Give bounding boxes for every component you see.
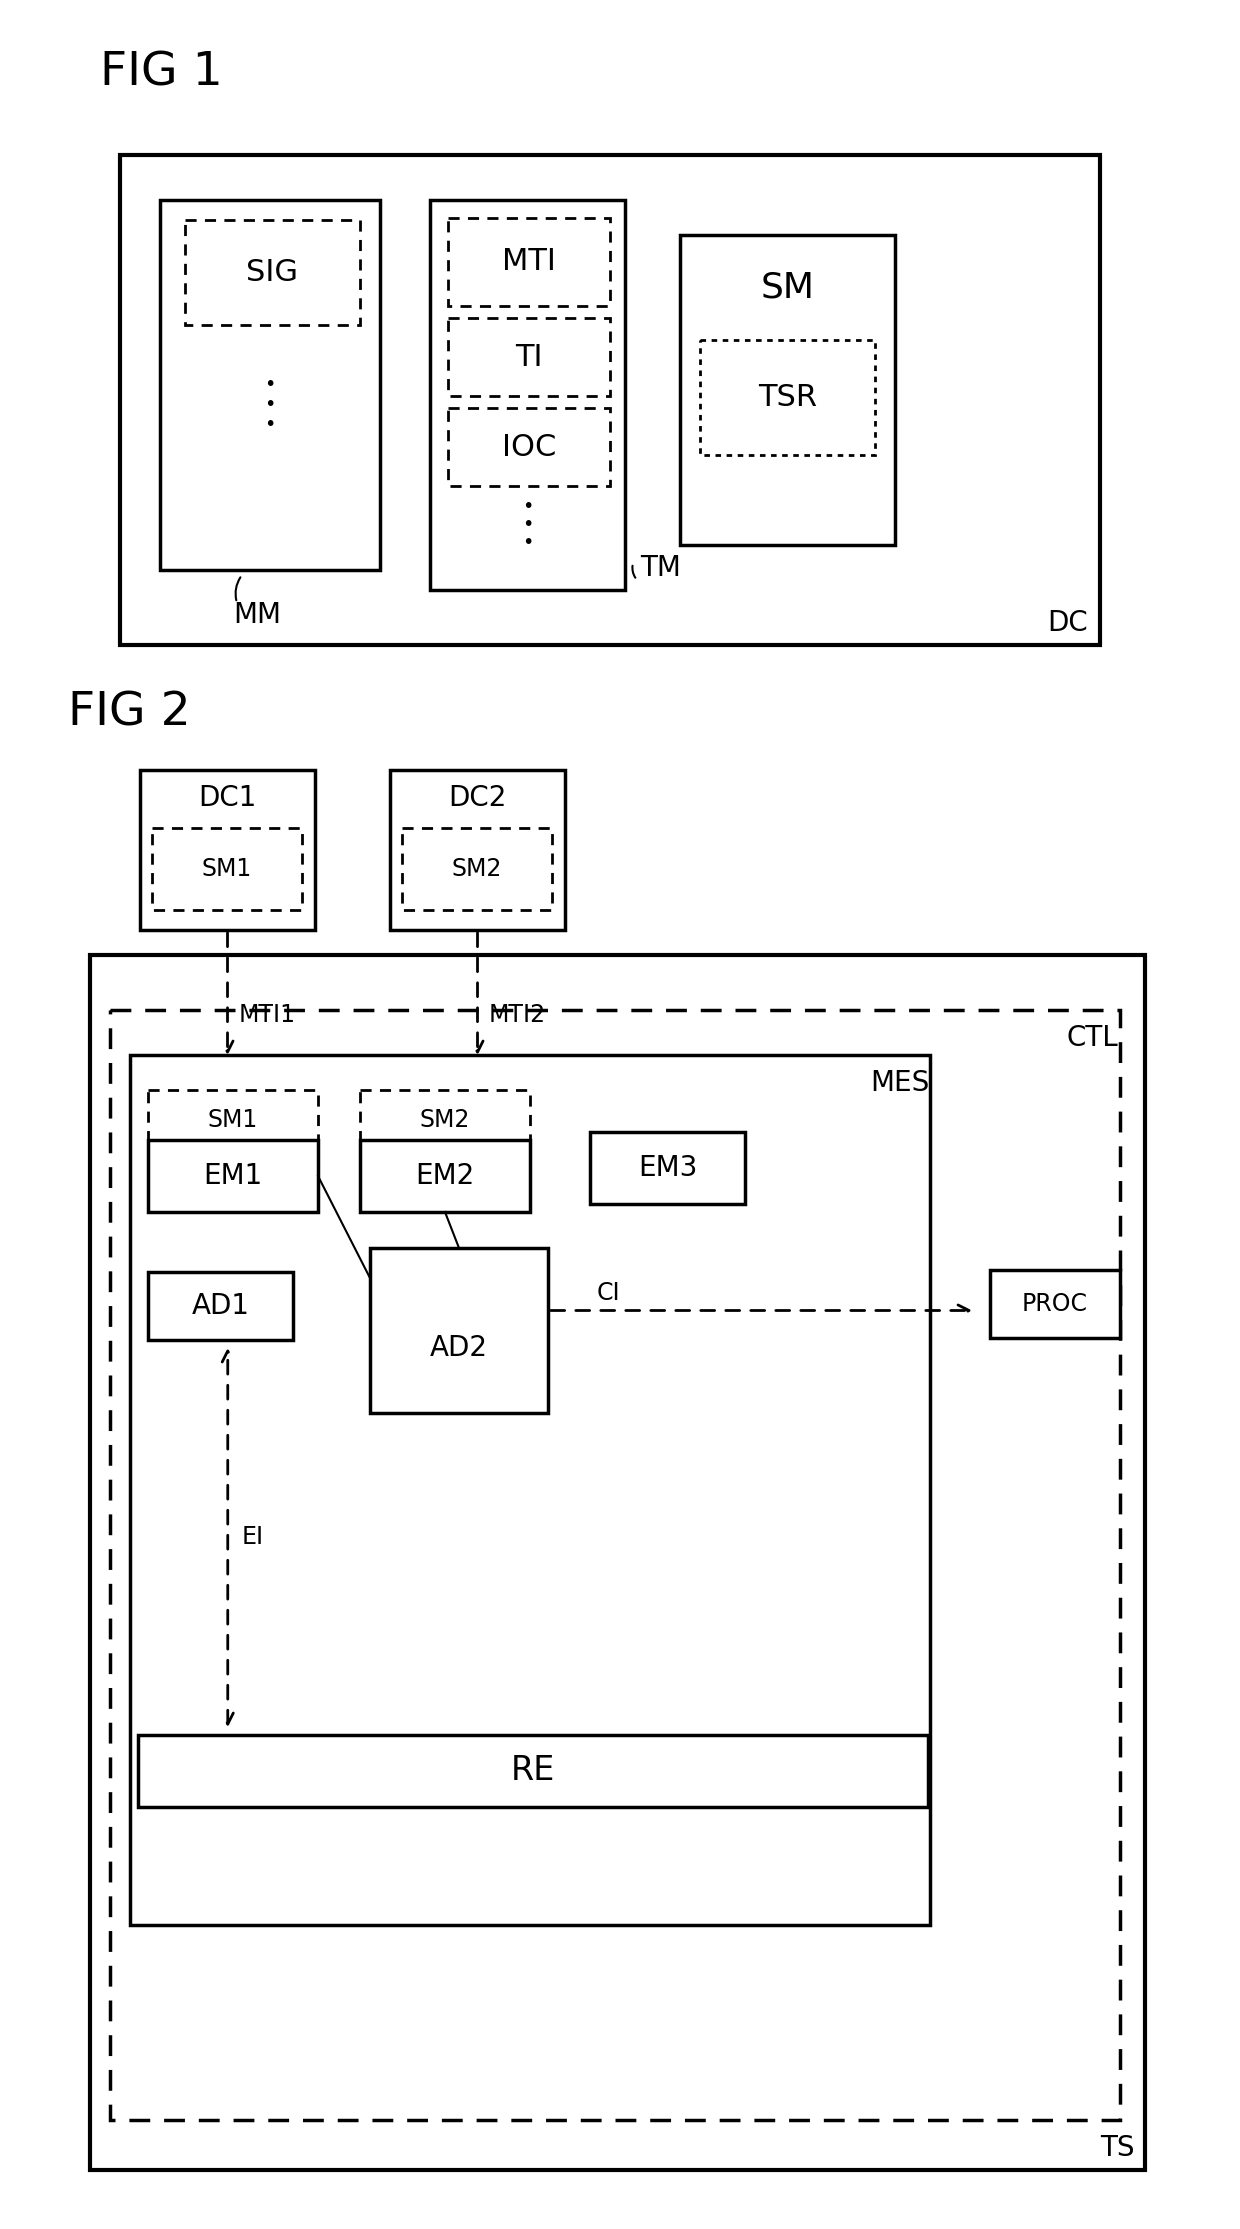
Text: EM2: EM2 [415, 1161, 475, 1190]
Bar [448, 319, 610, 397]
Bar [148, 1139, 317, 1213]
Text: SM2: SM2 [420, 1108, 470, 1132]
Text: MES: MES [870, 1070, 930, 1097]
Text: FIG 2: FIG 2 [68, 691, 191, 736]
Bar [370, 1248, 548, 1413]
Bar [138, 1734, 928, 1808]
Bar [701, 341, 875, 455]
Bar [680, 234, 895, 546]
Text: TS: TS [1100, 2133, 1135, 2162]
Bar [360, 1090, 529, 1150]
Text: PROC: PROC [1022, 1293, 1087, 1315]
Text: SM2: SM2 [451, 856, 502, 880]
Text: SM1: SM1 [208, 1108, 258, 1132]
Text: AD1: AD1 [191, 1293, 249, 1320]
Bar [430, 201, 625, 591]
Text: MTI1: MTI1 [239, 1003, 296, 1028]
Text: EM1: EM1 [203, 1161, 263, 1190]
Bar [448, 408, 610, 486]
Text: DC2: DC2 [449, 785, 507, 811]
Text: •: • [264, 415, 275, 435]
Text: SM1: SM1 [202, 856, 252, 880]
Bar [402, 827, 552, 909]
Bar [185, 221, 360, 325]
Bar [160, 201, 379, 571]
Bar [110, 1010, 1120, 2120]
Text: EI: EI [242, 1525, 264, 1549]
Bar [391, 769, 565, 929]
Text: FIG 1: FIG 1 [100, 49, 223, 96]
Bar [448, 218, 610, 305]
Bar [148, 1090, 317, 1150]
Text: SIG: SIG [247, 259, 299, 288]
Text: •: • [522, 497, 533, 515]
Text: IOC: IOC [502, 432, 557, 461]
Bar [130, 1054, 930, 1926]
Text: MM: MM [233, 602, 281, 629]
Bar [990, 1271, 1120, 1337]
Bar [148, 1273, 293, 1340]
Bar [360, 1139, 529, 1213]
Text: EM3: EM3 [637, 1155, 697, 1181]
Text: •: • [264, 395, 275, 415]
Bar [120, 156, 1100, 644]
Text: AD2: AD2 [430, 1335, 489, 1362]
Text: DC1: DC1 [198, 785, 257, 811]
Text: DC: DC [1048, 609, 1089, 637]
Bar [590, 1132, 745, 1204]
Text: MTI2: MTI2 [489, 1003, 546, 1028]
Text: SM: SM [760, 270, 815, 303]
Text: TM: TM [641, 555, 682, 582]
Text: RE: RE [511, 1754, 556, 1788]
Text: MTI: MTI [502, 247, 556, 276]
Bar [153, 827, 303, 909]
Text: TI: TI [516, 343, 543, 372]
Bar [140, 769, 315, 929]
Text: TSR: TSR [758, 383, 817, 412]
Text: CI: CI [596, 1279, 620, 1304]
Text: •: • [264, 374, 275, 395]
Bar [91, 954, 1145, 2171]
Text: •: • [522, 515, 533, 533]
Text: CTL: CTL [1066, 1023, 1118, 1052]
Text: •: • [522, 533, 533, 551]
